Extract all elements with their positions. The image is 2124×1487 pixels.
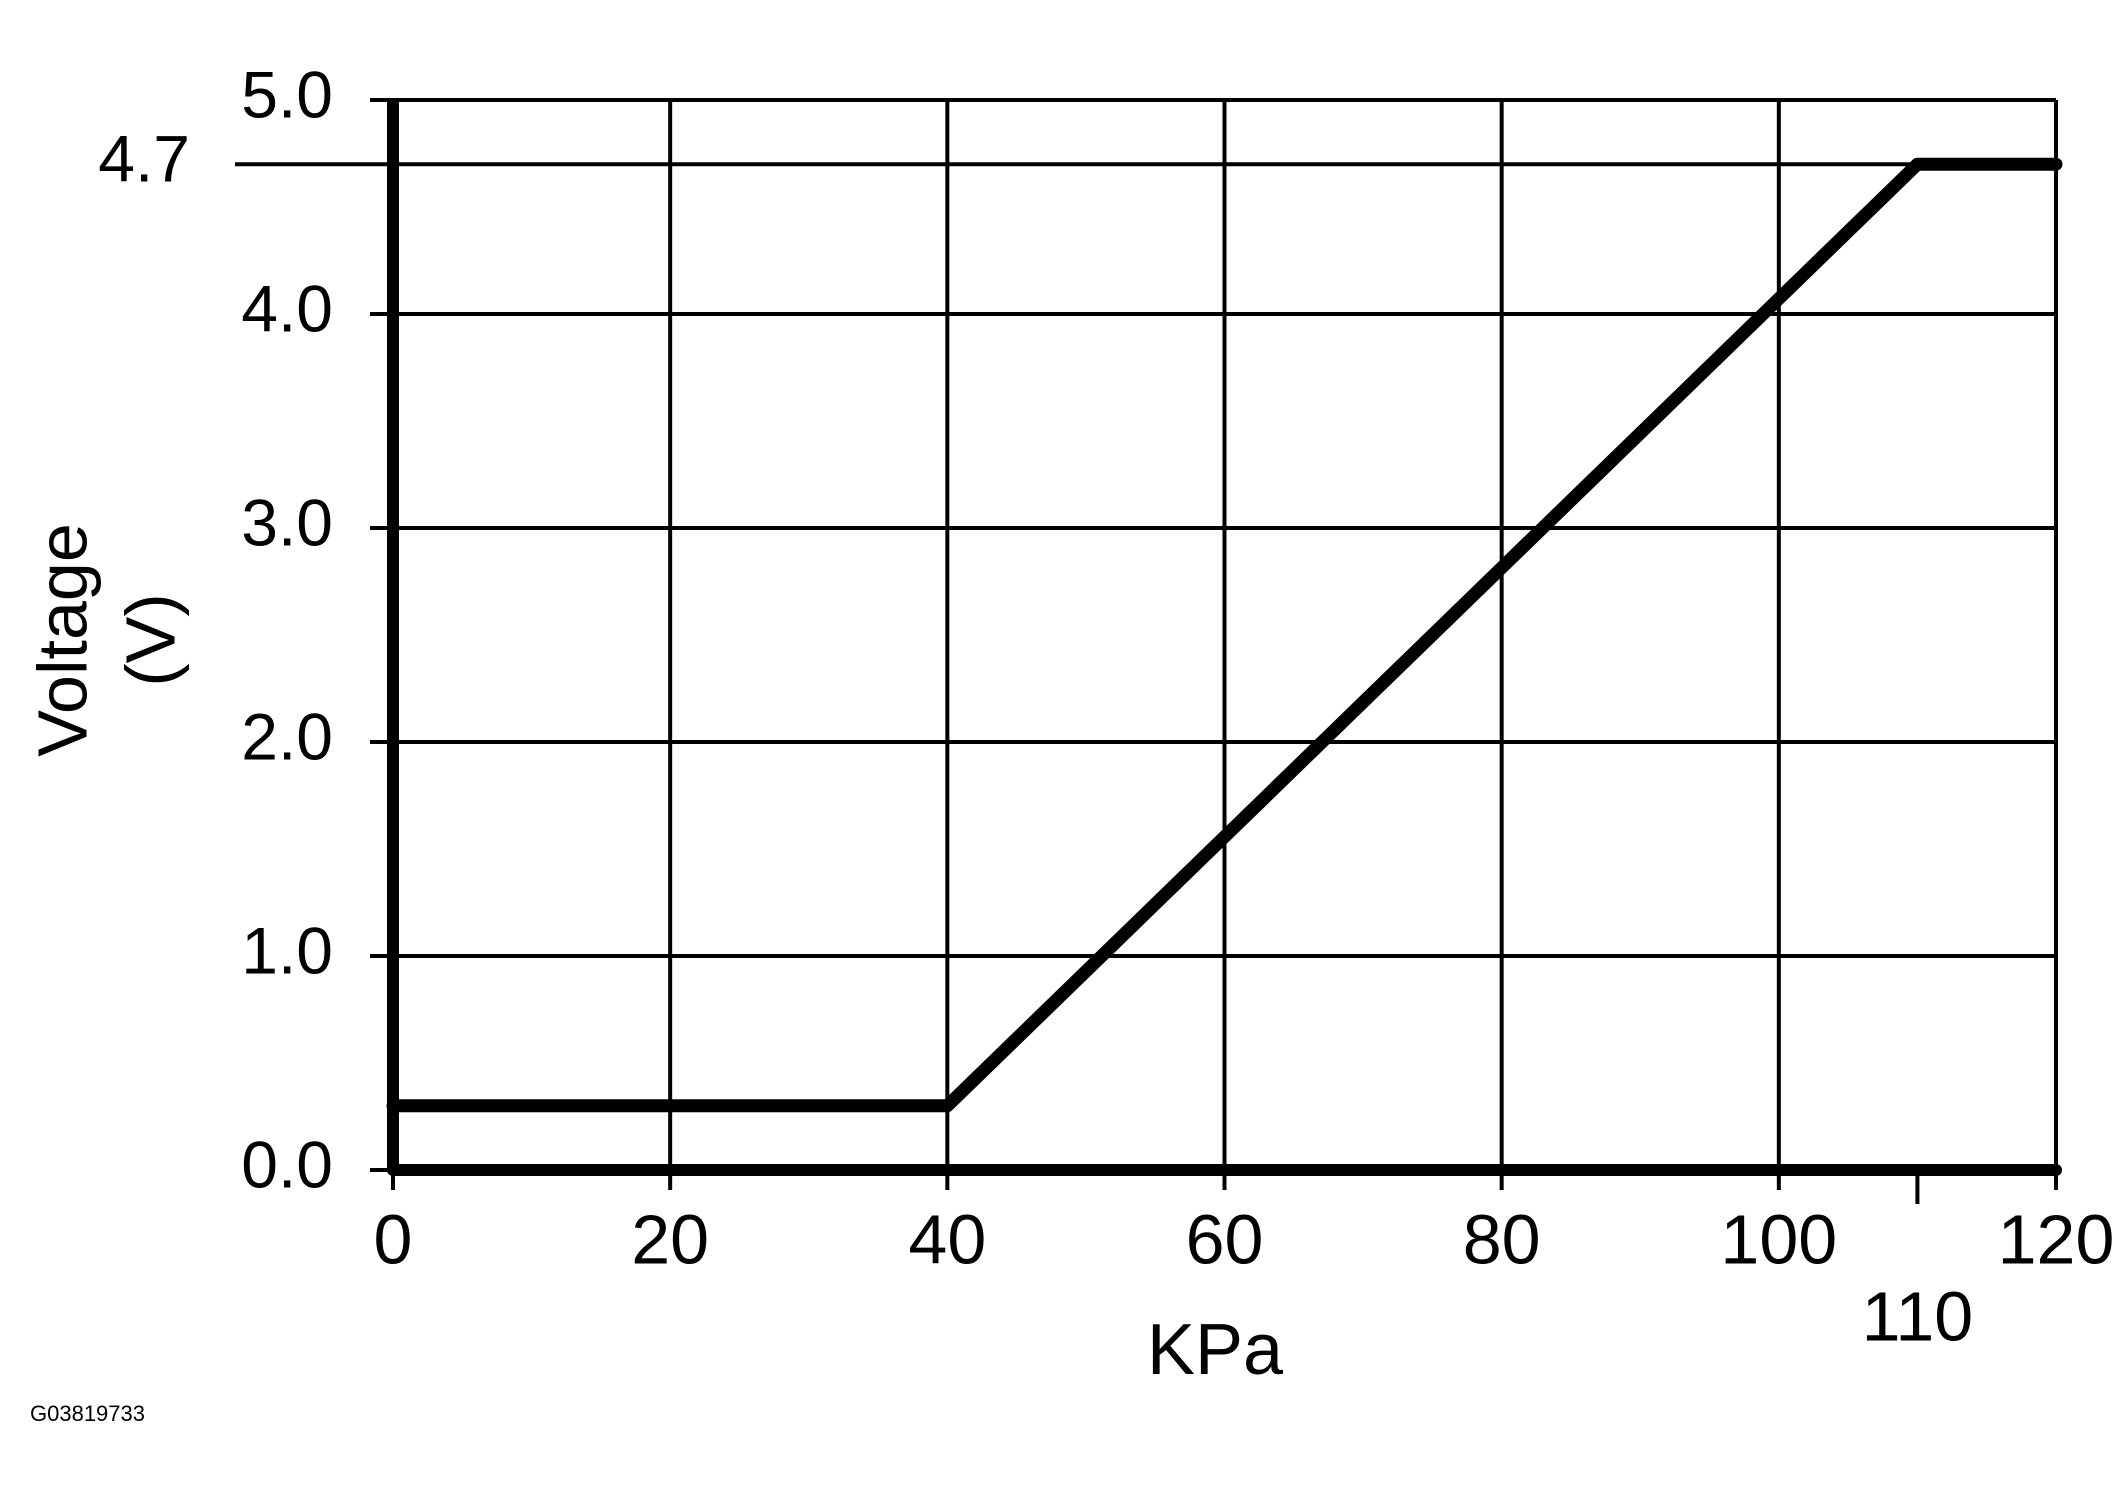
x-tick-label: 100 [1720, 1200, 1837, 1278]
y-tick-label: 0.0 [241, 1127, 333, 1201]
y-tick-label: 3.0 [241, 485, 333, 559]
y-tick-label: 4.7 [98, 122, 190, 196]
x-tick-label: 20 [631, 1200, 709, 1278]
x-tick-label: 110 [1862, 1277, 1974, 1355]
data-line [386, 157, 2063, 1113]
y-tick-label: 5.0 [241, 57, 333, 131]
x-tick-label: 120 [1998, 1200, 2115, 1278]
x-tick-label: 0 [374, 1200, 413, 1278]
x-axis-label: KPa [1147, 1310, 1284, 1390]
y-tick-label: 4.0 [241, 271, 333, 345]
y-axis-label-line: (V) [111, 593, 189, 686]
x-tick-label: 40 [908, 1200, 986, 1278]
y-tick-label: 2.0 [241, 699, 333, 773]
y-axis-label-line: Voltage [23, 523, 101, 757]
footnote: G03819733 [30, 1401, 145, 1426]
y-axis-label: Voltage (V) [23, 523, 189, 757]
x-tick-label: 80 [1463, 1200, 1541, 1278]
x-tick-label: 60 [1186, 1200, 1264, 1278]
y-tick-label: 1.0 [241, 913, 333, 987]
